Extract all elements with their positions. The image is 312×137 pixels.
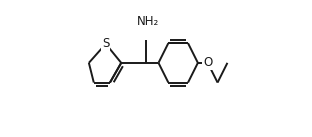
Text: O: O	[203, 56, 212, 69]
Text: NH₂: NH₂	[137, 15, 159, 28]
Text: S: S	[102, 37, 110, 50]
